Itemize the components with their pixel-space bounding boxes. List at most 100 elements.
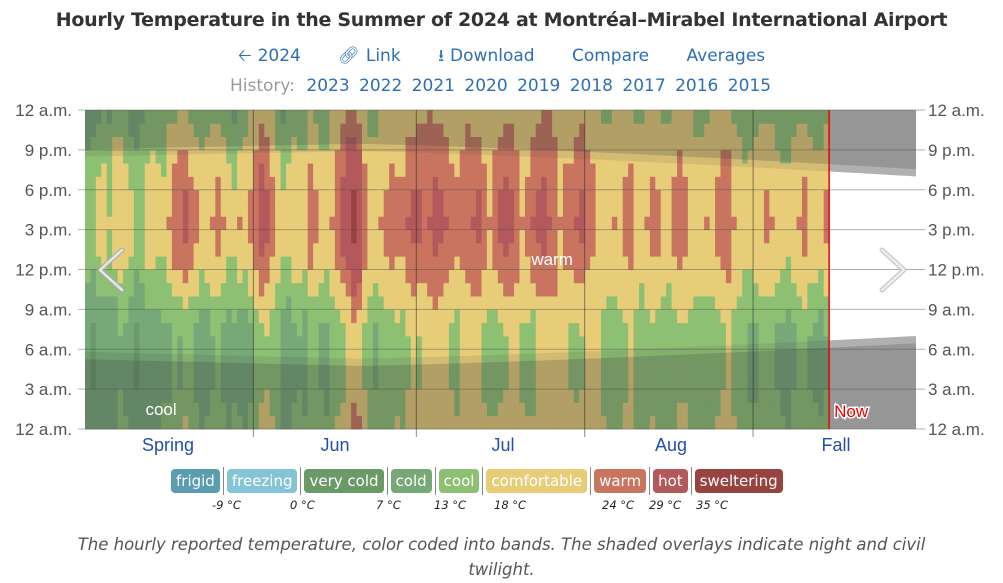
heatmap-cell [725,256,732,270]
heatmap-cell [101,216,108,231]
heatmap-cell [362,335,368,350]
history-year-2017[interactable]: 2017 [622,76,666,96]
heatmap-cell [237,203,243,217]
heatmap-cell [329,362,336,377]
year-2024-link[interactable]: 🡠 2024 [238,46,301,66]
heatmap-cell [497,375,504,390]
download-button[interactable]: ⭳ Download [438,46,534,66]
download-label: Download [450,46,535,66]
heatmap-cell [139,163,146,177]
history-year-2022[interactable]: 2022 [359,76,403,96]
heatmap-cell [237,216,243,231]
next-chevron-icon[interactable] [879,247,907,293]
heatmap-cell [622,375,629,390]
heatmap-cell [400,176,406,191]
heatmap-cell [182,176,189,191]
prev-chevron-icon[interactable] [97,247,125,293]
heatmap-cell [476,216,482,231]
heatmap-cell [313,110,319,124]
heatmap-cell [503,362,510,377]
heatmap-cell [736,389,743,403]
heatmap-cell [389,322,395,337]
heatmap-cell [394,322,401,337]
heatmap-cell [698,203,705,217]
heatmap-cell [264,389,271,403]
heatmap-cell [486,402,493,417]
heatmap-cell [188,389,195,403]
history-year-2021[interactable]: 2021 [411,76,455,96]
heatmap-cell [812,415,819,430]
heatmap-cell [416,269,423,284]
heatmap-cell [133,322,140,337]
heatmap-cell [291,335,298,350]
heatmap-cell [85,402,91,417]
heatmap-cell [356,322,363,337]
heatmap-cell [611,282,618,297]
heatmap-cell [568,256,575,270]
heatmap-cell [497,389,504,403]
heatmap-cell [720,402,727,417]
heatmap-cell [633,189,640,204]
heatmap-cell [188,296,195,310]
heatmap-cell [731,189,738,204]
heatmap-cell [345,216,352,231]
history-year-2023[interactable]: 2023 [306,76,350,96]
heatmap-cell [421,389,428,403]
heatmap-cell [731,402,738,417]
heatmap-cell [524,163,531,177]
heatmap-cell [476,242,482,257]
heatmap-cell [421,136,428,151]
heatmap-cell [438,216,444,231]
heatmap-cell [465,282,472,297]
heatmap-cell [362,216,368,231]
heatmap-cell [106,296,113,310]
heatmap-cell [128,136,135,151]
averages-link[interactable]: Averages [686,46,766,66]
heatmap-cell [628,402,634,417]
heatmap-cell [655,149,662,164]
heatmap-cell [247,136,254,151]
heatmap-cell [394,110,401,124]
heatmap-cell [514,203,520,217]
history-year-2020[interactable]: 2020 [464,76,508,96]
heatmap-cell [552,375,558,390]
heatmap-cell [166,203,173,217]
history-label: History: [229,76,295,96]
heatmap-cell [296,402,303,417]
heatmap-cell [704,229,711,244]
legend-sweltering: sweltering [694,469,783,493]
history-year-2015[interactable]: 2015 [727,76,772,96]
heatmap-cell [459,375,466,390]
heatmap-cell [389,203,395,217]
heatmap-cell [106,375,113,390]
heatmap-cell [220,296,227,310]
history-year-2016[interactable]: 2016 [675,76,719,96]
legend-comfortable: comfortable [486,469,588,493]
heatmap-cell [660,296,667,310]
compare-link[interactable]: Compare [571,46,650,66]
heatmap-cell [725,136,732,151]
heatmap-cell [557,335,564,350]
heatmap-cell [269,149,276,164]
heatmap-cell [421,362,428,377]
heatmap-cell [769,322,776,337]
heatmap-cell [161,216,167,231]
heatmap-cell [791,282,797,297]
heatmap-cell [758,375,765,390]
heatmap-cell [644,375,651,390]
heatmap-cell [671,163,678,177]
heatmap-cell [144,149,151,164]
history-year-2018[interactable]: 2018 [569,76,613,96]
heatmap-cell [693,269,700,284]
heatmap-cell [432,110,439,124]
heatmap-cell [253,375,260,390]
link-button[interactable]: 🔗︎ Link [338,46,400,66]
heatmap-cell [345,203,352,217]
heatmap-cell [514,415,520,430]
heatmap-cell [90,229,97,244]
heatmap-cell [161,136,167,151]
heatmap-cell [753,282,759,297]
heatmap-cell [595,242,602,257]
heatmap-cell [85,322,91,337]
history-year-2019[interactable]: 2019 [517,76,561,96]
